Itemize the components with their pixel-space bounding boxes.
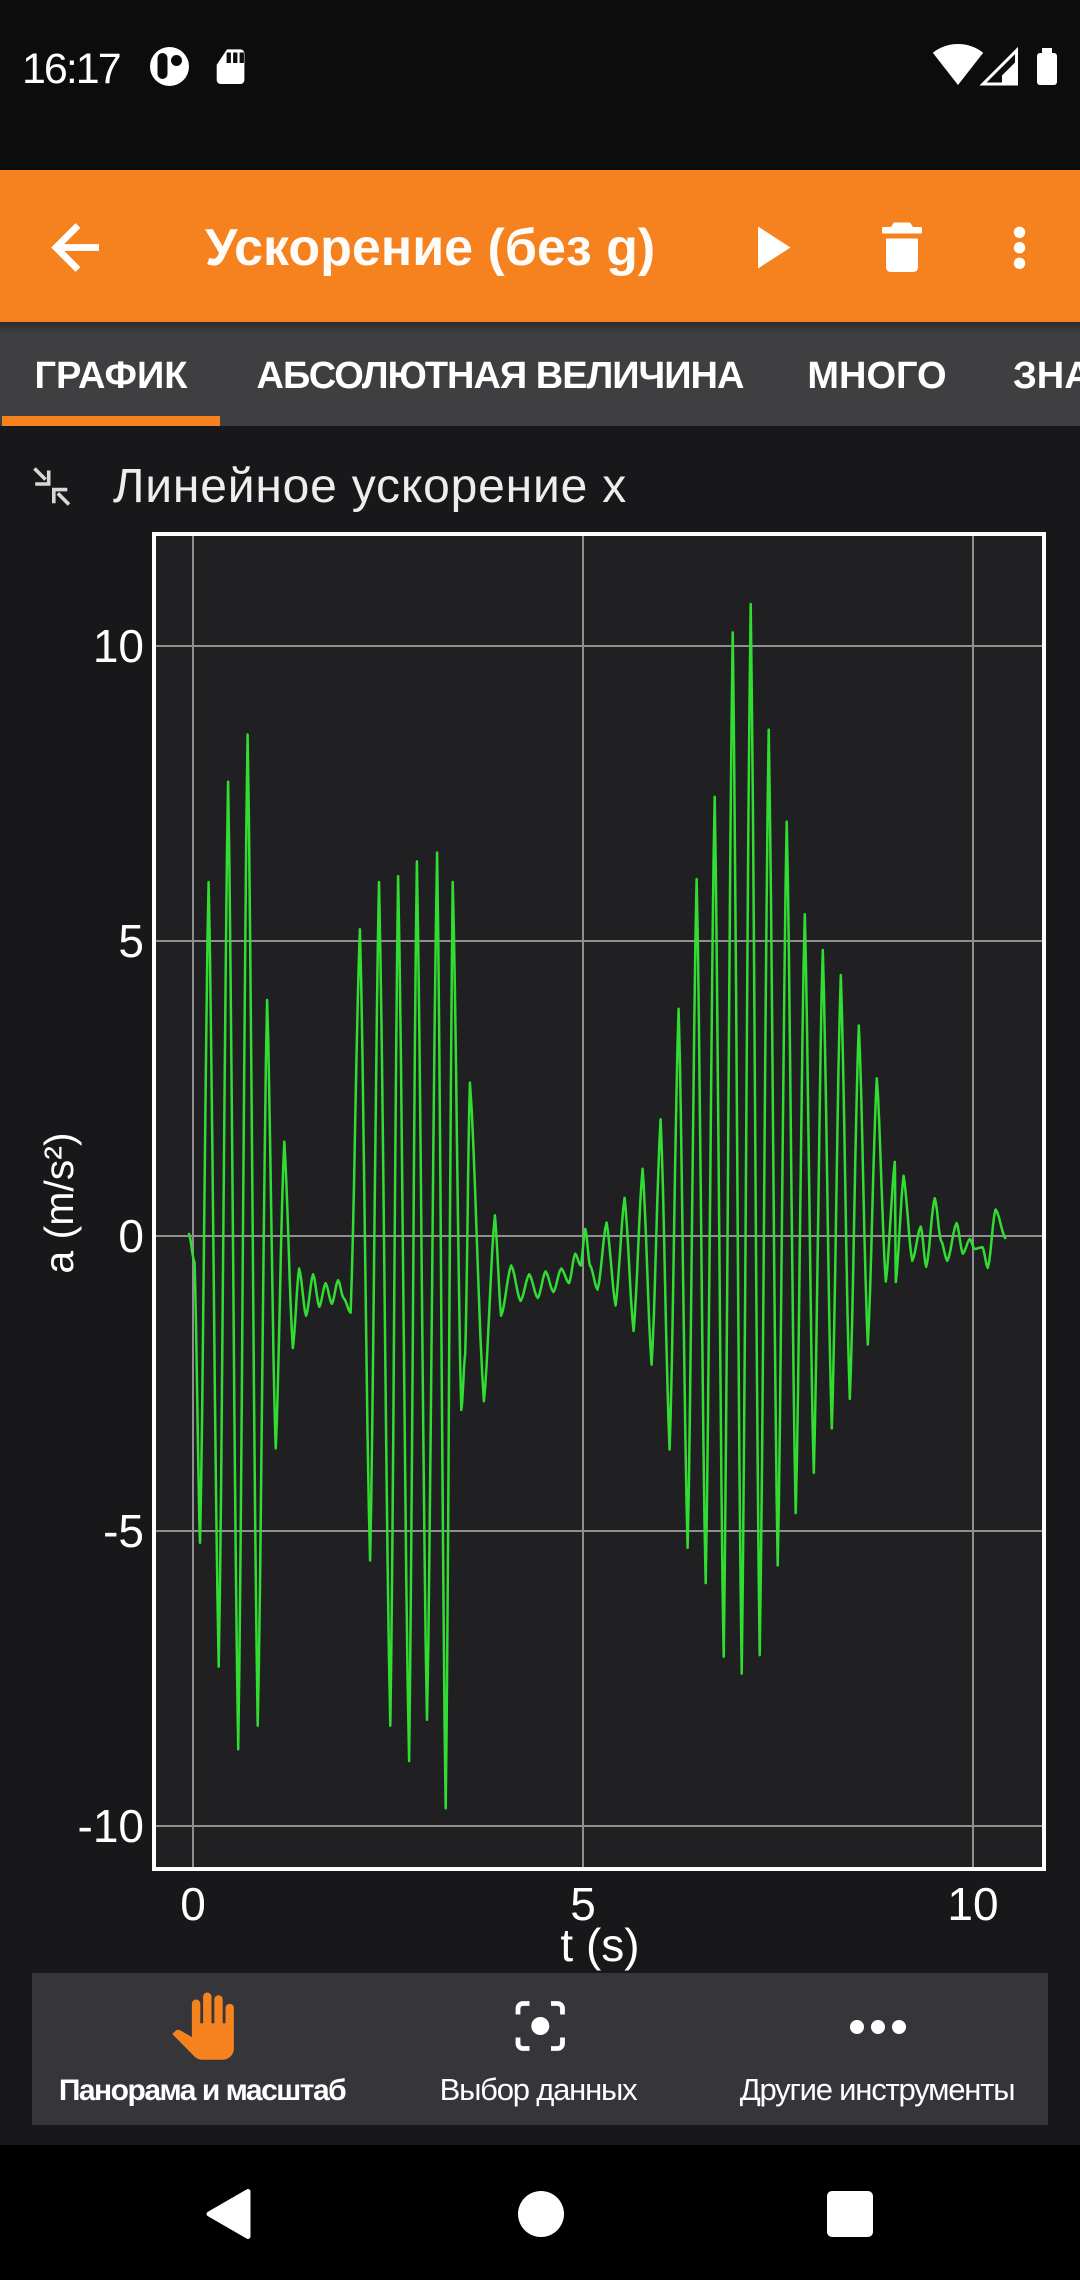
- svg-text:-10: -10: [78, 1800, 144, 1852]
- svg-text:t (s): t (s): [560, 1919, 639, 1971]
- svg-text:10: 10: [93, 620, 144, 672]
- svg-text:АБСОЛЮТНАЯ ВЕЛИЧИНА: АБСОЛЮТНАЯ ВЕЛИЧИНА: [257, 355, 744, 397]
- svg-text:Ускорение (без g): Ускорение (без g): [205, 219, 655, 277]
- svg-text:0: 0: [180, 1878, 206, 1930]
- svg-text:МНОГО: МНОГО: [807, 355, 946, 397]
- svg-text:10: 10: [947, 1878, 998, 1930]
- svg-text:0: 0: [118, 1210, 144, 1262]
- svg-text:-5: -5: [103, 1505, 144, 1557]
- svg-text:a (m/s²): a (m/s²): [36, 1132, 82, 1273]
- svg-text:Панорама и масштаб: Панорама и масштаб: [59, 2074, 346, 2107]
- svg-text:Выбор данных: Выбор данных: [440, 2072, 638, 2107]
- svg-text:Другие инструменты: Другие инструменты: [740, 2072, 1015, 2107]
- svg-text:Линейное ускорение x: Линейное ускорение x: [113, 460, 627, 513]
- svg-text:5: 5: [570, 1878, 596, 1930]
- svg-text:16:17: 16:17: [22, 45, 120, 93]
- svg-text:ЗНАЧЕНИЕ: ЗНАЧЕНИЕ: [1013, 355, 1080, 397]
- svg-text:ГРАФИК: ГРАФИК: [35, 355, 189, 397]
- svg-text:5: 5: [118, 915, 144, 967]
